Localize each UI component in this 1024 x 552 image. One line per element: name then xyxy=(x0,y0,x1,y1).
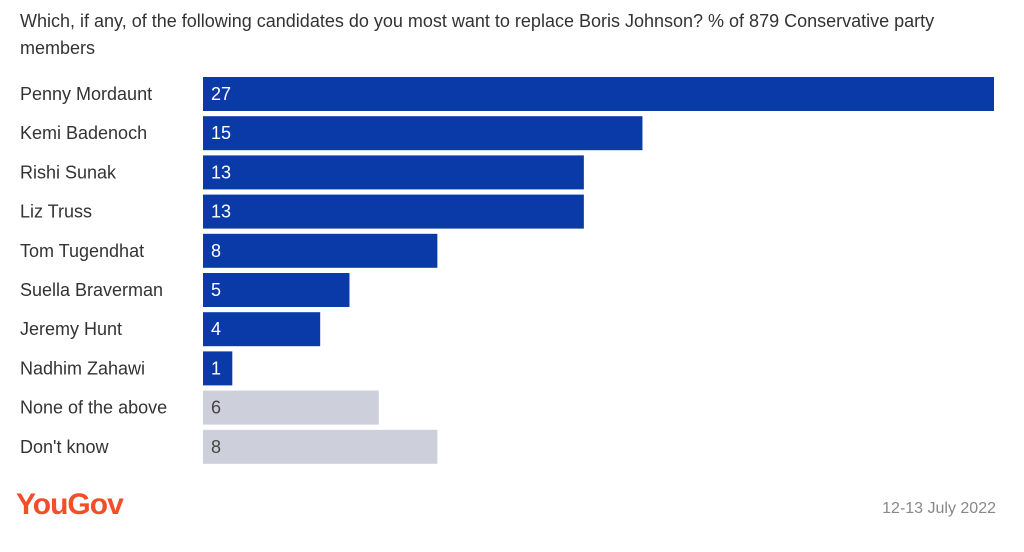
chart-title: Which, if any, of the following candidat… xyxy=(20,11,935,58)
bar xyxy=(203,77,994,111)
bar xyxy=(203,155,584,190)
value-label: 1 xyxy=(211,358,221,378)
value-label: 13 xyxy=(211,162,231,182)
yougov-logo: YouGov xyxy=(16,488,124,521)
value-label: 27 xyxy=(211,84,231,104)
bar xyxy=(203,233,438,268)
category-label: Tom Tugendhat xyxy=(20,241,144,261)
bar xyxy=(203,312,321,347)
value-label: 8 xyxy=(211,241,221,261)
category-label: Penny Mordaunt xyxy=(20,84,152,104)
value-label: 13 xyxy=(211,202,231,222)
category-label: Rishi Sunak xyxy=(20,162,117,182)
category-label: Nadhim Zahawi xyxy=(20,358,145,378)
category-label: Jeremy Hunt xyxy=(20,319,122,339)
category-label: None of the above xyxy=(20,398,167,418)
bar xyxy=(203,116,643,151)
bar xyxy=(203,429,438,464)
category-label: Suella Braverman xyxy=(20,280,163,300)
value-label: 5 xyxy=(211,280,221,300)
bar xyxy=(203,351,233,386)
value-label: 8 xyxy=(211,437,221,457)
category-label: Liz Truss xyxy=(20,202,92,222)
bar xyxy=(203,273,350,307)
category-label: Kemi Badenoch xyxy=(20,123,147,143)
bar xyxy=(203,194,584,229)
survey-date: 12-13 July 2022 xyxy=(882,500,996,517)
bar xyxy=(203,390,379,425)
value-label: 15 xyxy=(211,123,231,143)
category-label: Don't know xyxy=(20,437,109,457)
value-label: 4 xyxy=(211,319,221,339)
value-label: 6 xyxy=(211,398,221,418)
